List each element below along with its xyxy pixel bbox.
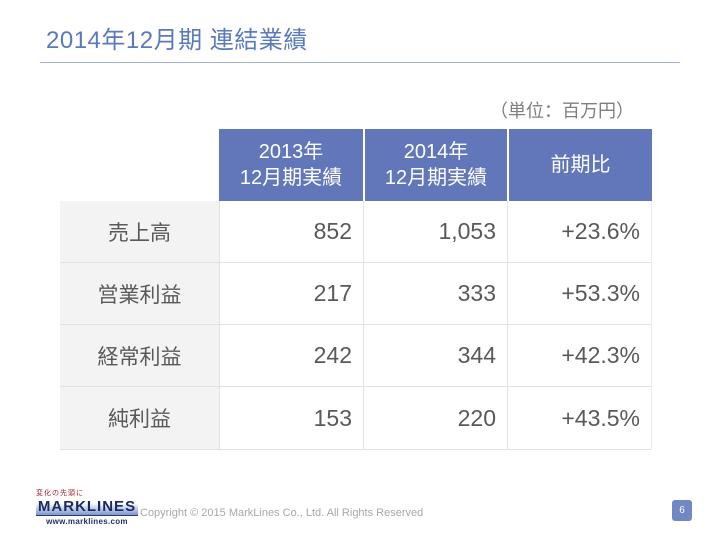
cell-ordinary-profit-yoy: +42.3% [507, 325, 652, 387]
results-table: 2013年 12月期実績 2014年 12月期実績 前期比 売上高 852 1,… [60, 129, 652, 450]
copyright-text: Copyright © 2015 MarkLines Co., Ltd. All… [140, 507, 424, 519]
row-label-ordinary-profit: 経常利益 [60, 325, 219, 387]
row-label-revenue: 売上高 [60, 201, 219, 263]
logo-wordmark: MARKLINES [36, 498, 138, 516]
cell-operating-profit-2014: 333 [363, 263, 507, 325]
logo-tagline: 変化の先頭に [36, 490, 84, 497]
cell-ordinary-profit-2013: 242 [219, 325, 363, 387]
table-corner-cell [60, 129, 219, 201]
page-title: 2014年12月期 連結業績 [46, 27, 308, 54]
cell-net-profit-2014: 220 [363, 387, 507, 450]
marklines-logo: 変化の先頭に MARKLINES www.marklines.com [36, 489, 138, 527]
cell-revenue-2013: 852 [219, 201, 363, 263]
column-header-2013: 2013年 12月期実績 [219, 129, 363, 201]
cell-net-profit-2013: 153 [219, 387, 363, 450]
cell-ordinary-profit-2014: 344 [363, 325, 507, 387]
row-label-net-profit: 純利益 [60, 387, 219, 450]
title-underline [40, 62, 680, 63]
logo-url: www.marklines.com [46, 517, 128, 526]
page-number-badge: 6 [672, 500, 692, 521]
cell-net-profit-yoy: +43.5% [507, 387, 652, 450]
column-header-yoy: 前期比 [507, 129, 652, 201]
cell-operating-profit-2013: 217 [219, 263, 363, 325]
cell-operating-profit-yoy: +53.3% [507, 263, 652, 325]
unit-note: （単位：百万円） [490, 101, 634, 121]
row-label-operating-profit: 営業利益 [60, 263, 219, 325]
column-header-2014: 2014年 12月期実績 [363, 129, 507, 201]
cell-revenue-2014: 1,053 [363, 201, 507, 263]
cell-revenue-yoy: +23.6% [507, 201, 652, 263]
